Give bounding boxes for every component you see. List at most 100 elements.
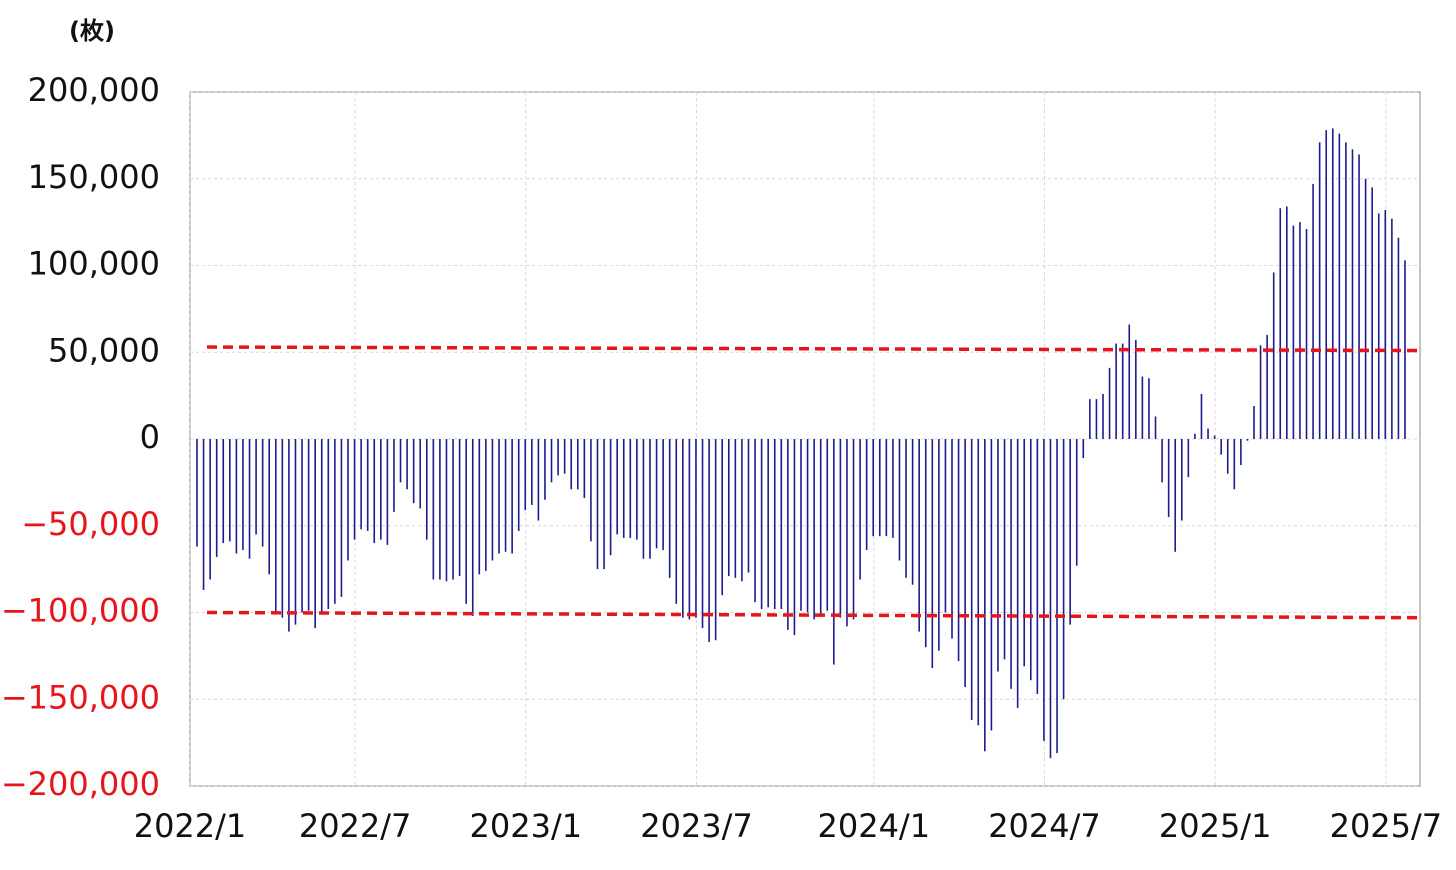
bar [800,439,802,611]
bar [787,439,789,630]
y-tick-label: 0 [140,418,160,456]
bar [1384,209,1387,439]
y-tick-label: 150,000 [28,158,160,196]
bar [320,439,323,613]
bar [1246,439,1249,441]
y-tick-label: −200,000 [1,765,160,803]
bar [425,439,428,540]
bar [452,439,454,580]
bar [1135,340,1137,439]
y-unit-label: (枚) [69,17,115,45]
bar [399,439,402,483]
bar [281,439,284,618]
bar [708,439,710,642]
bar [1023,439,1026,667]
bar [1102,393,1104,439]
bar [911,439,914,585]
bar [307,439,310,611]
bar [793,439,796,636]
bar [872,439,875,537]
bar [878,439,881,537]
bar [314,439,316,629]
bar [846,439,848,627]
y-tick-label: 100,000 [28,245,160,283]
bar [1108,367,1111,439]
bar [563,439,566,474]
bar [1154,416,1157,439]
bar [938,439,940,651]
x-tick-label: 2022/7 [299,807,412,845]
bar [432,439,435,580]
bar [478,439,481,575]
bar [1056,439,1058,754]
bar [1305,229,1308,439]
bar [1016,439,1019,708]
x-tick-label: 2024/1 [817,807,930,845]
bar [373,439,376,544]
bar [255,439,257,535]
bar [609,439,612,556]
bar [1010,439,1012,689]
bar [603,439,605,570]
bar [760,439,763,610]
bar [1253,406,1255,439]
bar [1404,260,1406,439]
bar [1266,334,1268,439]
bar [1043,439,1045,741]
x-tick-label: 2024/7 [988,807,1101,845]
bar [1029,439,1032,681]
bar [1062,439,1065,700]
threshold-line [206,610,1421,620]
bar [340,439,343,597]
bar [714,439,717,641]
bar [215,439,218,557]
bar [944,439,947,613]
bar [688,439,691,620]
bar [209,439,211,580]
bar [1069,439,1071,625]
y-tick-label: −100,000 [1,592,160,630]
bar [1292,225,1295,439]
x-tick-label: 2023/1 [470,807,583,845]
bar [1240,439,1242,466]
bar [301,439,303,613]
x-tick-label: 2023/7 [640,807,753,845]
bar [892,439,894,538]
bar [970,439,973,721]
bar [235,439,238,554]
bar [1128,324,1131,439]
bar [1358,154,1360,439]
bar [570,439,573,490]
bar [1226,439,1229,474]
bar [1187,439,1190,478]
bar [1318,142,1321,439]
bar [196,439,198,547]
bar [754,439,756,603]
bar [202,439,205,590]
bar [524,439,527,511]
bar [1351,149,1354,439]
bar [767,439,769,608]
bar [1345,142,1347,439]
bar [852,439,855,620]
bar [491,439,494,561]
bar [747,439,750,573]
bar [642,439,645,559]
x-tick-label: 2022/1 [134,807,247,845]
bar [465,439,467,604]
bar [596,439,599,570]
bar [1075,439,1078,566]
x-tick-label: 2025/7 [1330,807,1443,845]
bar [550,439,553,483]
bar [668,439,671,578]
bar [1115,343,1117,439]
bar [773,439,776,610]
bar [458,439,461,577]
bar [629,439,632,538]
bar [859,439,861,580]
bar [294,439,297,625]
bar [741,439,743,582]
bar [898,439,901,561]
bar [833,439,835,665]
